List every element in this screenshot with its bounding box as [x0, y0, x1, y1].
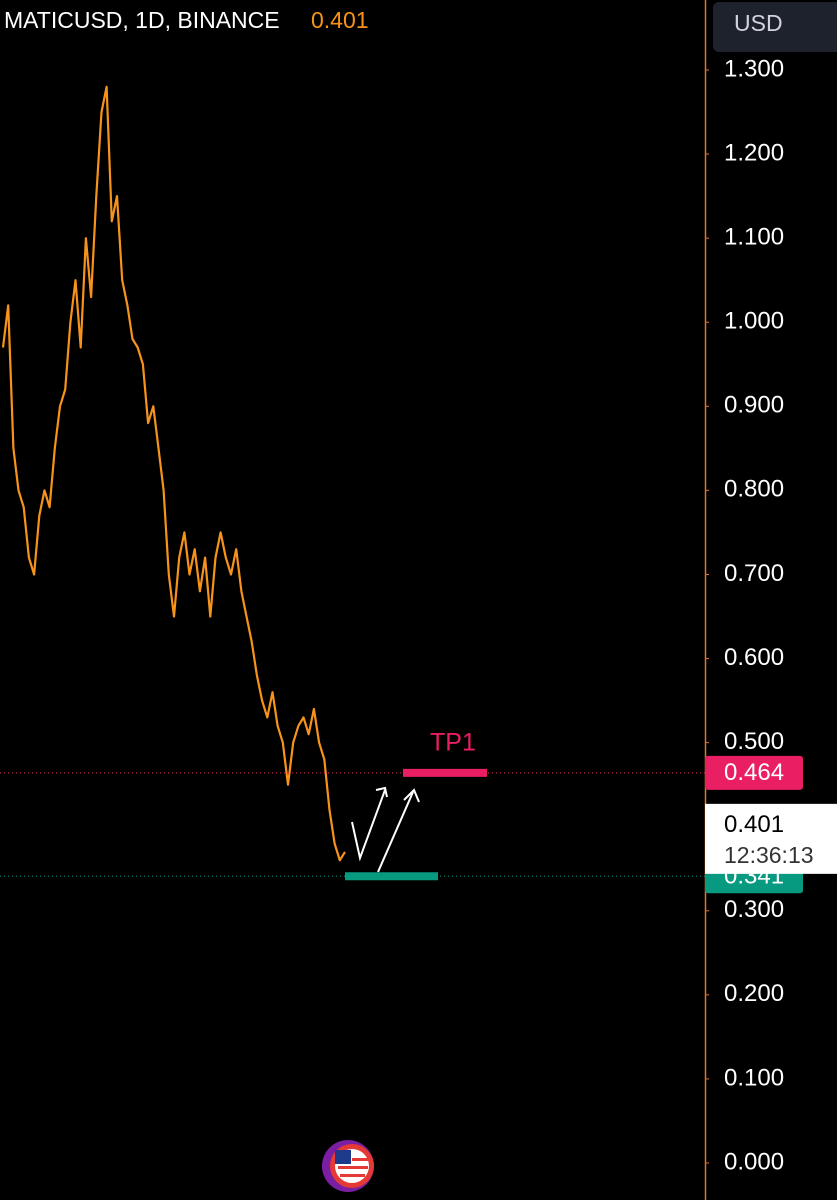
current-price-box: [705, 803, 837, 874]
level-name: TP1: [430, 728, 476, 756]
flag-stripe: [340, 1174, 365, 1177]
price-box-label: 0.464: [724, 759, 784, 786]
price-line: [1, 85, 346, 862]
flag-icon: [322, 1140, 374, 1192]
arrow-head: [403, 788, 420, 803]
plot: [1, 85, 346, 862]
y-tick-label: 1.300: [724, 55, 784, 82]
y-tick-label: 0.500: [724, 728, 784, 755]
flag-stripe: [338, 1166, 368, 1169]
current-price: 0.401: [724, 811, 784, 838]
flag-canton: [335, 1150, 351, 1164]
arrow: [377, 791, 414, 873]
price-box: [705, 755, 803, 790]
y-tick-label: 0.000: [724, 1148, 784, 1175]
y-tick-label: 1.100: [724, 223, 784, 250]
y-axis: 0.0000.1000.2000.3000.4000.5000.6000.700…: [705, 55, 784, 1175]
flag-stripe: [352, 1158, 369, 1161]
countdown: 12:36:13: [724, 842, 814, 868]
y-tick-label: 1.000: [724, 308, 784, 335]
y-tick-label: 0.300: [724, 896, 784, 923]
currency-button[interactable]: [713, 2, 837, 52]
y-tick-label: 0.900: [724, 392, 784, 419]
y-tick-label: 0.100: [724, 1064, 784, 1091]
arrows: [351, 786, 420, 873]
chart-title: MATICUSD, 1D, BINANCE: [4, 7, 280, 33]
y-tick-label: 1.200: [724, 139, 784, 166]
arrow: [351, 789, 386, 862]
y-tick-label: 0.700: [724, 560, 784, 587]
y-tick-label: 0.800: [724, 476, 784, 503]
last-price: 0.401: [311, 7, 369, 33]
y-tick-label: 0.200: [724, 980, 784, 1007]
arrow-head: [375, 786, 388, 798]
currency[interactable]: USD: [734, 10, 783, 36]
y-tick-label: 0.600: [724, 644, 784, 671]
